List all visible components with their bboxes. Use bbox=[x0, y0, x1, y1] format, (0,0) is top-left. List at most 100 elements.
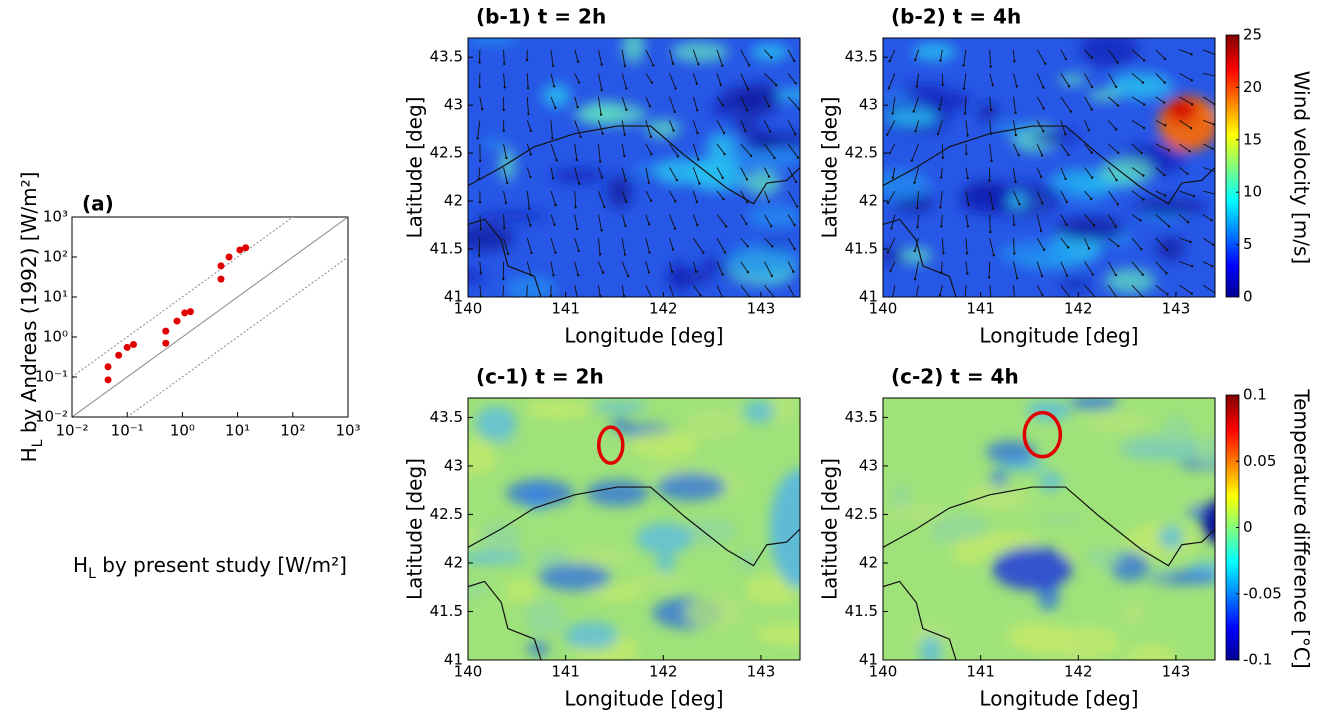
blob bbox=[682, 517, 737, 546]
wind-arrow-head bbox=[914, 130, 917, 133]
x-tick-label: 10⁰ bbox=[170, 422, 195, 440]
wind-arrow bbox=[764, 167, 770, 177]
blob bbox=[542, 83, 571, 108]
wind-arrow-head bbox=[577, 182, 581, 185]
wind-arrow bbox=[479, 261, 482, 274]
wind-arrow-head bbox=[555, 159, 558, 162]
wind-arrow-head bbox=[1042, 129, 1045, 133]
wind-arrow-head bbox=[991, 83, 995, 87]
wind-arrow bbox=[598, 167, 603, 178]
wind-arrow bbox=[1202, 237, 1214, 246]
wind-arrow-head bbox=[530, 251, 533, 255]
wind-arrow bbox=[550, 49, 554, 66]
wind-arrow-head bbox=[503, 86, 507, 89]
wind-arrow-head bbox=[1140, 247, 1143, 251]
wind-arrow bbox=[503, 73, 506, 88]
wind-arrow-head bbox=[579, 135, 582, 138]
colorbar-label: Wind velocity [m/s] bbox=[1290, 71, 1314, 264]
blob bbox=[565, 549, 633, 568]
x-tick-label: 10⁻² bbox=[55, 422, 88, 440]
blob bbox=[656, 553, 675, 573]
wind-arrow bbox=[550, 261, 554, 276]
blob bbox=[1055, 216, 1125, 241]
wind-arrow bbox=[914, 261, 920, 280]
reference-line bbox=[72, 217, 294, 378]
wind-arrow-head bbox=[966, 272, 969, 275]
wind-arrow bbox=[1107, 96, 1119, 106]
wind-arrow bbox=[891, 214, 896, 229]
wind-arrow-head bbox=[939, 206, 942, 209]
wind-arrow-head bbox=[1142, 59, 1146, 62]
wind-arrow-head bbox=[794, 82, 797, 85]
wind-arrow bbox=[716, 73, 722, 86]
point bbox=[225, 253, 233, 261]
wind-arrow bbox=[692, 120, 699, 134]
wind-arrow-head bbox=[526, 297, 528, 299]
wind-arrow bbox=[1202, 261, 1213, 267]
wind-arrow-head bbox=[599, 294, 602, 297]
wind-arrow-head bbox=[529, 129, 533, 133]
wind-arrow bbox=[1131, 72, 1144, 83]
wind-arrow bbox=[621, 261, 629, 277]
wind-arrow bbox=[597, 214, 603, 231]
wind-arrow bbox=[1060, 261, 1068, 276]
wind-arrow bbox=[478, 167, 481, 180]
blob bbox=[1082, 413, 1153, 433]
blob bbox=[1088, 89, 1121, 102]
wind-arrow bbox=[1036, 237, 1045, 251]
wind-arrow-head bbox=[910, 159, 913, 162]
blob bbox=[656, 472, 727, 501]
wind-arrow bbox=[1107, 190, 1119, 205]
wind-arrow-head bbox=[647, 271, 651, 274]
wind-arrow bbox=[1060, 73, 1070, 87]
wind-arrow-head bbox=[1067, 153, 1070, 157]
y-tick-label: 10⁻¹ bbox=[35, 368, 68, 386]
colorbar-tick-label: 0 bbox=[1243, 288, 1253, 306]
blob bbox=[480, 521, 521, 556]
blob bbox=[644, 119, 681, 139]
colorbar-tick-label: 10 bbox=[1243, 183, 1262, 201]
y-axis-label: Latitude [deg] bbox=[403, 97, 427, 239]
wind-arrow bbox=[1060, 167, 1066, 180]
x-tick-label: 143 bbox=[1162, 663, 1191, 681]
wind-arrow bbox=[888, 73, 896, 89]
x-tick-label: 141 bbox=[966, 300, 995, 318]
x-tick-label: 140 bbox=[454, 300, 483, 318]
coastline bbox=[883, 486, 1215, 567]
wind-arrow-head bbox=[745, 178, 749, 181]
wind-arrow-head bbox=[672, 129, 675, 132]
x-tick-label: 140 bbox=[454, 663, 483, 681]
wind-arrow-head bbox=[694, 270, 698, 273]
wind-arrow-head bbox=[1064, 57, 1068, 61]
wind-arrow-head bbox=[673, 227, 677, 230]
wind-arrow bbox=[787, 73, 796, 84]
wind-arrow bbox=[1012, 261, 1018, 279]
wind-arrow bbox=[645, 167, 650, 183]
blob bbox=[1031, 129, 1078, 145]
wind-arrow bbox=[645, 49, 654, 66]
coastline bbox=[883, 218, 957, 297]
wind-arrow bbox=[550, 238, 556, 253]
wind-arrow-head bbox=[890, 227, 893, 230]
wind-arrow-head bbox=[721, 273, 724, 276]
wind-arrow bbox=[574, 191, 577, 208]
xlabel: HL by present study [W/m²] bbox=[73, 553, 347, 583]
wind-arrow-head bbox=[1039, 175, 1043, 178]
wind-arrow-head bbox=[967, 203, 970, 207]
wind-arrow bbox=[1155, 49, 1166, 60]
wind-arrow bbox=[574, 261, 579, 276]
wind-arrow bbox=[917, 214, 920, 228]
y-tick-label: 42.5 bbox=[845, 505, 878, 523]
blob bbox=[1156, 236, 1185, 261]
coastline bbox=[468, 580, 542, 660]
wind-arrow bbox=[1131, 49, 1145, 61]
wind-arrow bbox=[965, 167, 969, 179]
wind-arrow bbox=[740, 214, 747, 225]
wind-arrow-head bbox=[623, 133, 626, 136]
wind-arrow bbox=[1155, 73, 1166, 83]
wind-arrow bbox=[1012, 49, 1015, 62]
blob bbox=[745, 131, 776, 151]
wind-arrow bbox=[645, 214, 650, 225]
y-tick-label: 41.5 bbox=[430, 240, 463, 258]
